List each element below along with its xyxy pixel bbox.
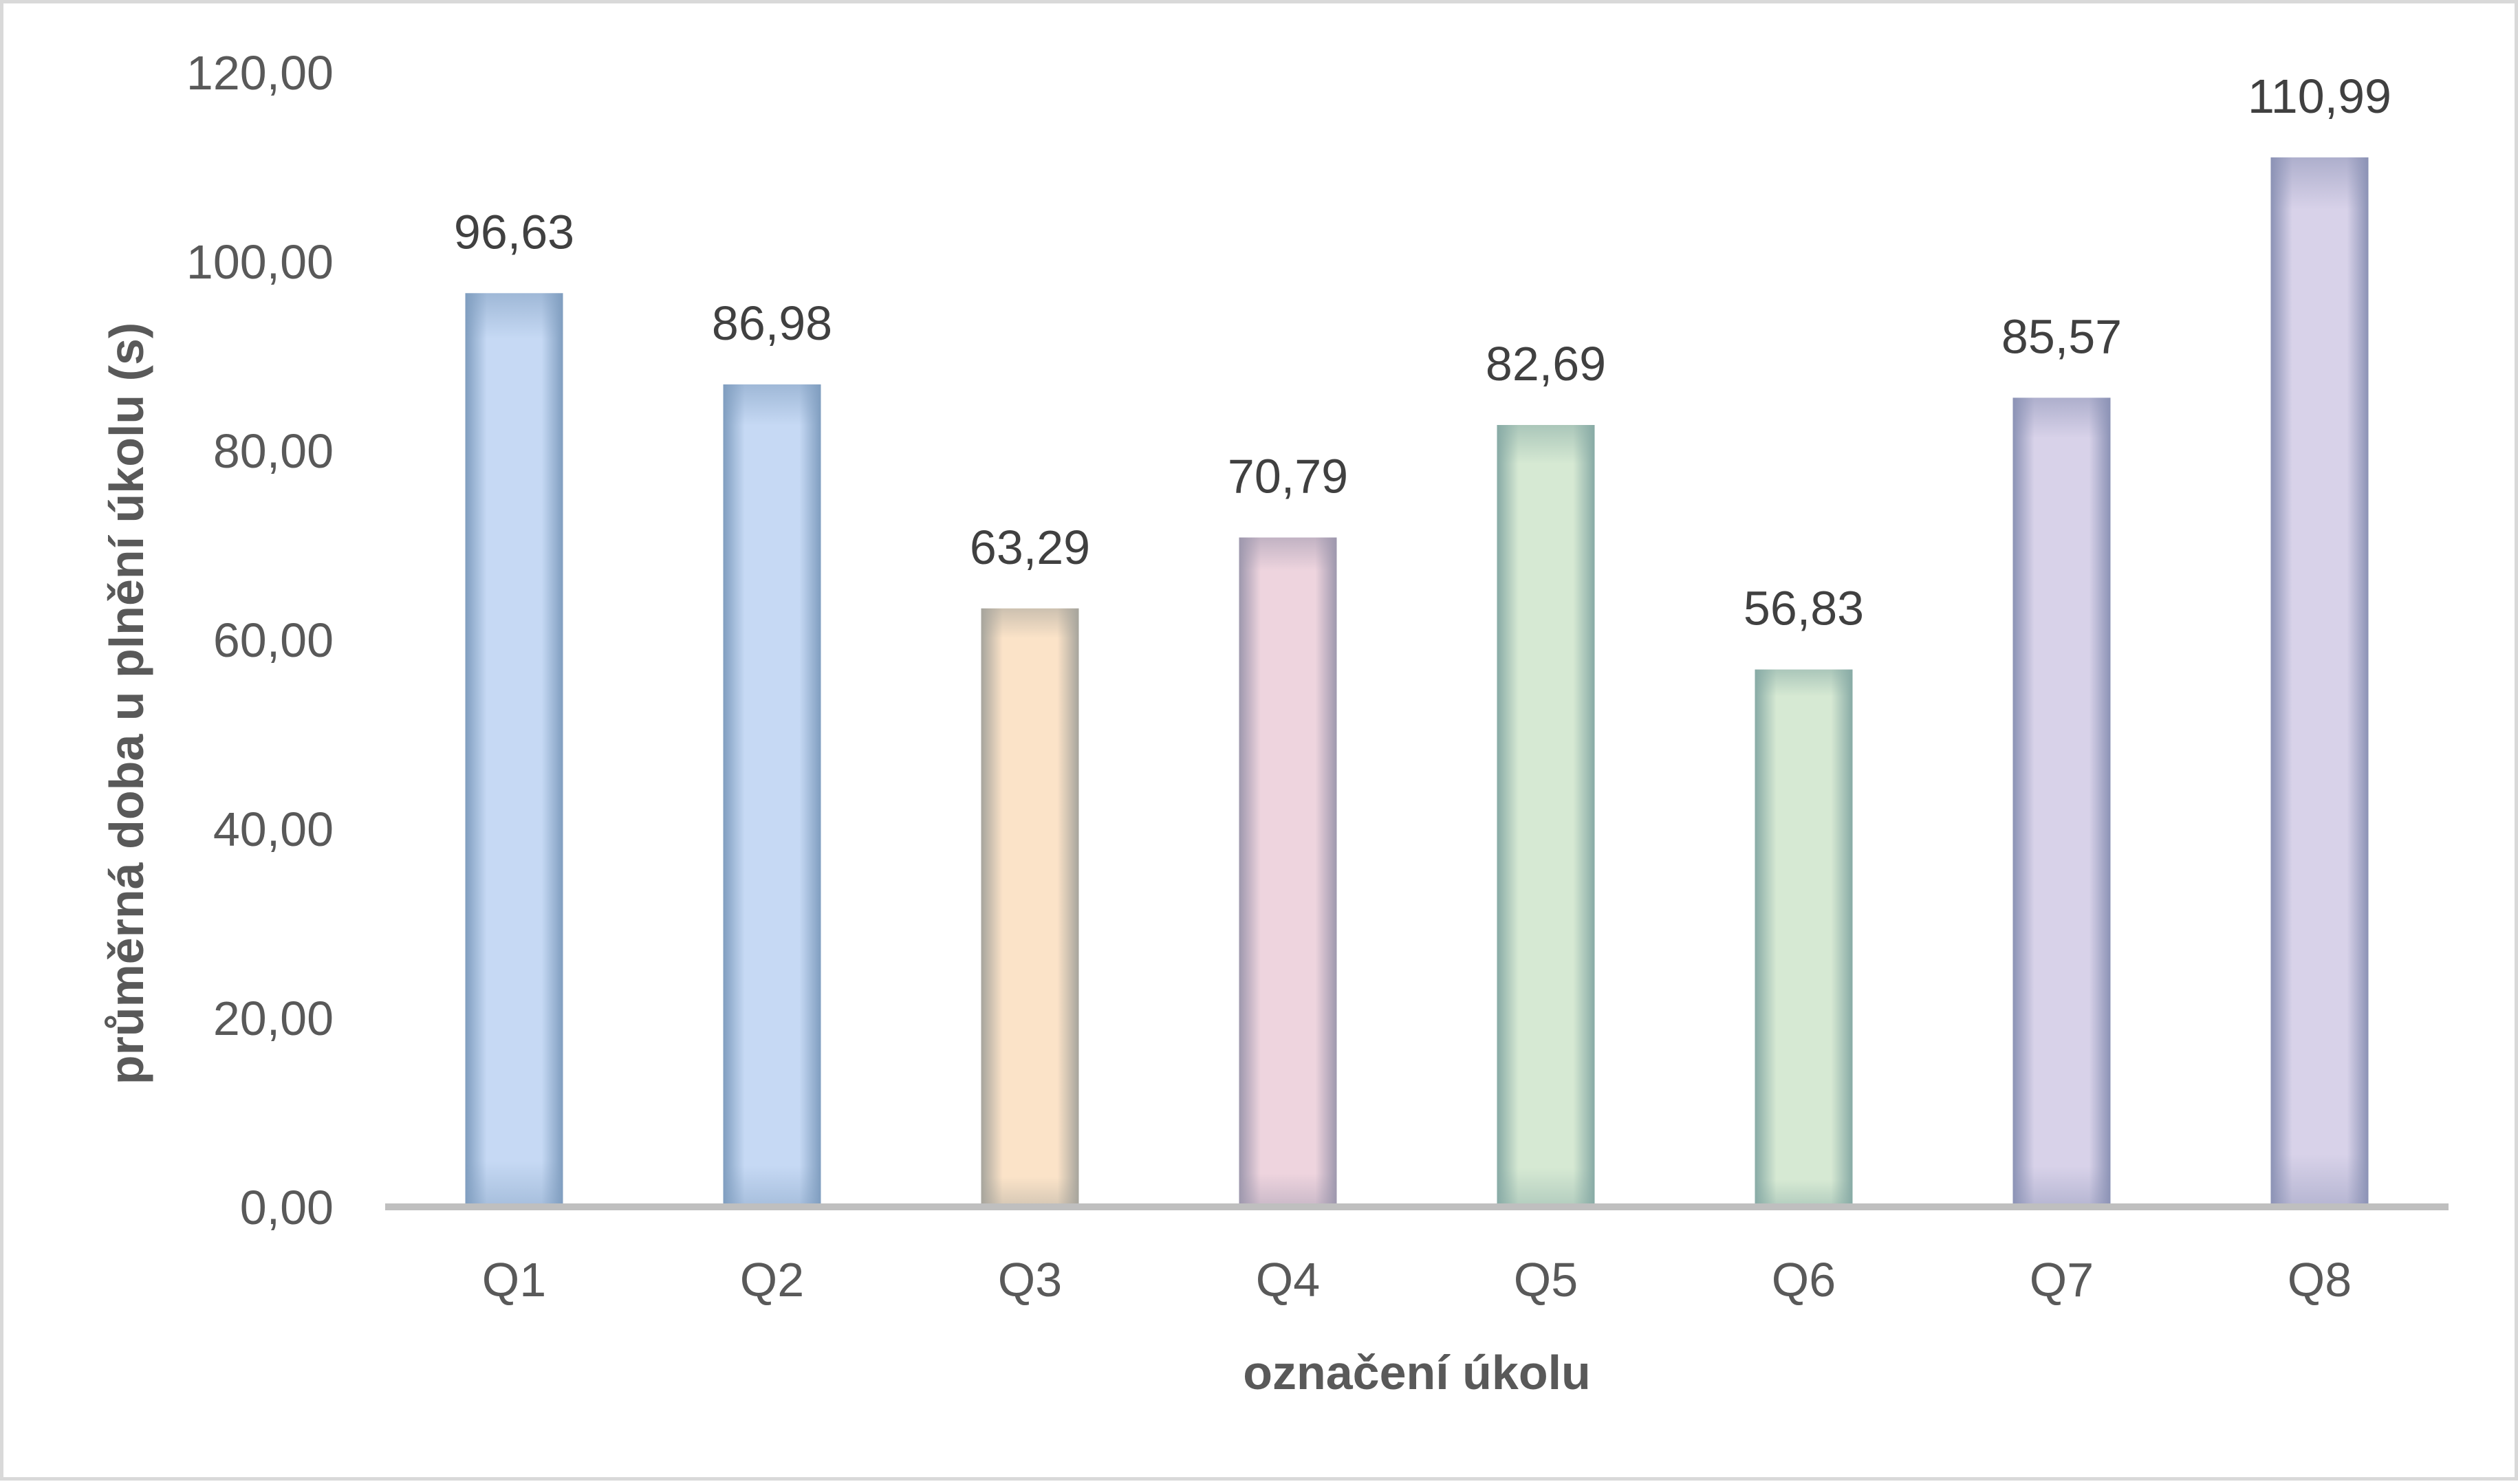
x-tick-label: Q2: [740, 1253, 804, 1307]
data-label: 82,69: [1486, 337, 1606, 391]
data-label: 110,99: [2248, 69, 2391, 123]
x-tick-label: Q1: [482, 1253, 546, 1307]
data-label: 70,79: [1228, 450, 1348, 503]
y-tick-label: 20,00: [213, 992, 334, 1045]
bar-shade-q1: [465, 293, 563, 1207]
bar-shade-q7: [2012, 397, 2111, 1207]
x-axis-title: označení úkolu: [1243, 1346, 1591, 1399]
bar-shade-q5: [1497, 425, 1595, 1208]
x-tick-label: Q6: [1772, 1253, 1836, 1307]
x-tick-label: Q4: [1256, 1253, 1320, 1307]
data-label: 56,83: [1744, 582, 1864, 635]
x-tick-label: Q8: [2288, 1253, 2352, 1307]
data-label: 86,98: [712, 296, 832, 350]
data-label: 96,63: [454, 205, 574, 259]
bars-group: [465, 157, 2369, 1208]
bar-shade-q2: [723, 384, 821, 1207]
data-label: 63,29: [970, 521, 1090, 574]
y-tick-label: 120,00: [186, 46, 334, 100]
y-tick-label: 60,00: [213, 613, 334, 667]
bar-shade-q4: [1239, 537, 1337, 1207]
y-tick-label: 100,00: [186, 235, 334, 289]
bar-shade-q8: [2270, 157, 2369, 1208]
y-tick-label: 80,00: [213, 424, 334, 478]
y-axis-title: průměrná doba u plnění úkolu (s): [100, 323, 153, 1084]
y-tick-label: 0,00: [240, 1181, 334, 1234]
y-axis-tick-labels: 0,00 20,00 40,00 60,00 80,00 100,00 120,00: [186, 46, 334, 1234]
bar-shade-q3: [981, 608, 1079, 1207]
x-tick-label: Q7: [2030, 1253, 2094, 1307]
data-label: 85,57: [2001, 309, 2122, 363]
x-tick-label: Q5: [1514, 1253, 1578, 1307]
x-tick-label: Q3: [998, 1253, 1062, 1307]
data-labels-group: 96,63 86,98 63,29 70,79 82,69 56,83 85,57 110,9…: [454, 69, 2391, 635]
bar-shade-q6: [1755, 669, 1853, 1207]
x-axis-tick-labels: Q1 Q2 Q3 Q4 Q5 Q6 Q7 Q8: [482, 1253, 2352, 1307]
y-tick-label: 40,00: [213, 803, 334, 856]
